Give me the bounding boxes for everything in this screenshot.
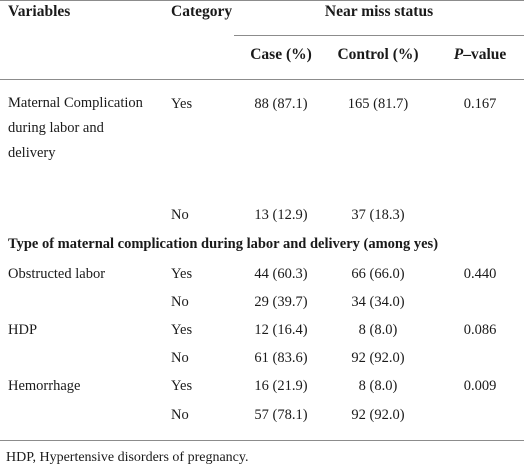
row-category: No <box>171 207 189 223</box>
row-control: 92 (92.0) <box>351 350 405 366</box>
header-control: Control (%) <box>337 46 419 63</box>
row-variable: Obstructed labor <box>8 266 106 282</box>
row-category: Yes <box>171 96 193 112</box>
header-pvalue-italic: P <box>453 46 464 63</box>
section-heading: Type of maternal complication during lab… <box>8 236 439 252</box>
header-near-miss-status: Near miss status <box>324 3 434 20</box>
table-footnote: HDP, Hypertensive disorders of pregnancy… <box>6 450 249 465</box>
row-category: Yes <box>171 322 193 338</box>
header-pvalue: P–value <box>436 46 524 64</box>
row-category: No <box>171 294 189 310</box>
row-pvalue: 0.009 <box>463 378 497 394</box>
row-case: 61 (83.6) <box>254 350 308 366</box>
row-case: 88 (87.1) <box>254 96 308 112</box>
row-control: 34 (34.0) <box>351 294 405 310</box>
row-control: 165 (81.7) <box>347 96 409 112</box>
header-category: Category <box>171 3 233 20</box>
row-case: 44 (60.3) <box>254 266 308 282</box>
row-control: 92 (92.0) <box>351 407 405 423</box>
row-control: 37 (18.3) <box>351 207 405 223</box>
row-case: 57 (78.1) <box>254 407 308 423</box>
header-case: Case (%) <box>250 46 312 63</box>
row-case: 29 (39.7) <box>254 294 308 310</box>
row-pvalue: 0.086 <box>463 322 497 338</box>
row-category: No <box>171 350 189 366</box>
row-case: 13 (12.9) <box>254 207 308 223</box>
row-category: Yes <box>171 378 193 394</box>
row-category: Yes <box>171 266 193 282</box>
row-variable: Hemorrhage <box>8 378 81 394</box>
row-pvalue: 0.167 <box>463 96 497 112</box>
header-group-rule <box>234 35 524 36</box>
header-variables: Variables <box>8 3 71 20</box>
row-case: 12 (16.4) <box>254 322 308 338</box>
row-category: No <box>171 407 189 423</box>
header-pvalue-rest: –value <box>463 46 507 63</box>
top-rule <box>0 0 524 1</box>
row-variable: Maternal Complication during labor and d… <box>8 95 143 161</box>
row-control: 8 (8.0) <box>358 322 398 338</box>
row-control: 8 (8.0) <box>358 378 398 394</box>
row-control: 66 (66.0) <box>351 266 405 282</box>
bottom-rule <box>0 440 524 441</box>
header-bottom-rule <box>0 79 524 80</box>
row-case: 16 (21.9) <box>254 378 308 394</box>
row-pvalue: 0.440 <box>463 266 497 282</box>
row-variable: HDP <box>8 322 38 338</box>
